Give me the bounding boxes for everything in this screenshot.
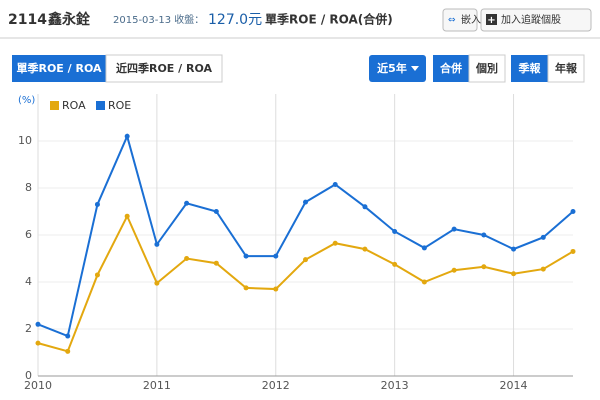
tab-label: 單季ROE / ROA xyxy=(16,61,102,75)
point xyxy=(243,253,249,259)
embed-icon: ⇔ xyxy=(448,16,456,26)
point xyxy=(303,257,308,263)
point xyxy=(94,201,100,207)
point xyxy=(35,321,41,327)
point xyxy=(124,133,130,139)
point xyxy=(213,209,219,214)
point xyxy=(392,228,398,234)
point xyxy=(392,261,398,267)
range-label: 近5年 xyxy=(377,61,407,75)
tab-trailing[interactable] xyxy=(105,54,223,83)
y-tick-label: 0 xyxy=(25,369,32,382)
legend-swatch xyxy=(96,101,105,110)
follow-icon-plus: + xyxy=(487,15,495,26)
x-tick-label: 2013 xyxy=(381,379,409,392)
y-tick-label: 2 xyxy=(25,322,32,335)
point xyxy=(303,199,308,205)
point xyxy=(184,200,190,206)
x-tick-label: 2010 xyxy=(24,379,52,392)
quarter-button[interactable] xyxy=(511,55,548,82)
x-tick-label: 2012 xyxy=(262,379,290,392)
series-line xyxy=(37,213,574,353)
stock-name: 鑫永銓 xyxy=(47,11,90,28)
subject: 單季ROE / ROA(合併) xyxy=(265,12,393,27)
button-label: 個別 xyxy=(475,61,498,75)
stock-code: 2114 xyxy=(8,12,47,28)
y-tick-label: 6 xyxy=(25,228,32,241)
consolidated-button[interactable] xyxy=(433,55,469,82)
y-unit: (%) xyxy=(18,95,35,106)
point xyxy=(540,266,546,272)
y-tick-label: 10 xyxy=(18,134,32,147)
button-label: 季報 xyxy=(518,61,542,75)
point xyxy=(332,181,338,187)
embed-button[interactable] xyxy=(442,8,478,32)
point xyxy=(273,286,279,292)
tab-label: 近四季ROE / ROA xyxy=(116,61,213,75)
x-tick-label: 2011 xyxy=(143,379,171,392)
point xyxy=(243,285,249,291)
follow-icon xyxy=(486,14,497,25)
series-line xyxy=(37,133,574,338)
point xyxy=(570,248,576,254)
point xyxy=(540,234,546,240)
point xyxy=(421,245,427,251)
follow-button[interactable] xyxy=(480,8,592,32)
point xyxy=(332,240,338,246)
point xyxy=(421,279,427,285)
y-tick-label: 8 xyxy=(25,181,32,194)
point xyxy=(184,256,190,261)
follow-label: 加入追蹤個股 xyxy=(501,13,561,26)
point xyxy=(213,260,219,266)
individual-button[interactable] xyxy=(468,54,506,83)
point xyxy=(154,241,160,247)
close-price: 127.0元 xyxy=(208,12,262,28)
close-date: 2015-03-13 收盤： xyxy=(113,13,204,26)
point xyxy=(35,340,41,346)
point xyxy=(511,246,517,252)
point xyxy=(451,267,457,273)
legend-label: ROA xyxy=(62,99,86,112)
point xyxy=(511,271,517,277)
x-tick-label: 2014 xyxy=(500,379,528,392)
button-label: 年報 xyxy=(555,61,578,75)
point xyxy=(154,280,160,286)
point xyxy=(362,204,368,210)
legend-swatch xyxy=(50,101,59,110)
legend-label: ROE xyxy=(108,99,131,112)
annual-button[interactable] xyxy=(547,54,585,83)
point xyxy=(481,264,487,270)
point xyxy=(65,348,71,354)
point xyxy=(124,213,130,219)
button-label: 合併 xyxy=(440,61,462,75)
range-dropdown[interactable] xyxy=(369,55,426,82)
point xyxy=(570,209,576,214)
embed-label: 嵌入 xyxy=(461,14,481,26)
caret xyxy=(411,66,419,71)
point xyxy=(94,272,100,278)
point xyxy=(451,226,457,232)
point xyxy=(362,246,368,252)
point xyxy=(273,253,279,259)
tab-quarterly[interactable] xyxy=(12,55,106,82)
y-tick-label: 4 xyxy=(25,275,32,288)
point xyxy=(481,232,487,238)
point xyxy=(65,333,71,339)
